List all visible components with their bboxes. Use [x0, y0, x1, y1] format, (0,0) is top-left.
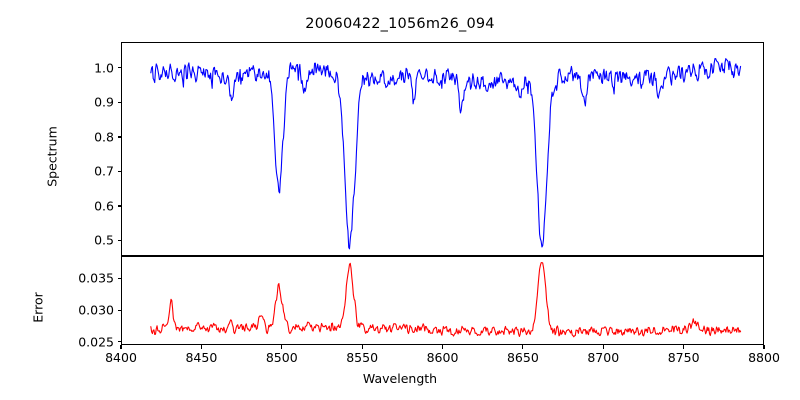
x-tick-mark: [281, 345, 283, 349]
x-tick-label: 8500: [265, 350, 298, 365]
y-tick-mark: [117, 170, 121, 173]
y-tick-label: 0.030: [78, 302, 114, 318]
y-tick-label: 0.8: [94, 129, 114, 145]
x-tick-mark: [763, 345, 765, 349]
x-tick-mark: [200, 345, 202, 349]
x-tick-label: 8700: [587, 350, 620, 365]
figure-title: 20060422_1056m26_094: [305, 16, 495, 32]
y-tick-mark: [117, 136, 121, 138]
x-tick-label: 8600: [426, 350, 459, 365]
spectrum-plot-area: [150, 58, 742, 250]
y-tick-label: 1.0: [94, 60, 114, 76]
y-tick-label: 0.9: [94, 94, 114, 110]
x-tick-mark: [683, 345, 685, 349]
x-tick-label: 8650: [506, 350, 539, 365]
y-tick-label: 0.025: [78, 334, 114, 350]
y-tick-mark: [117, 277, 121, 279]
x-tick-mark: [361, 345, 363, 349]
x-tick-label: 8800: [748, 350, 780, 365]
y-tick-label: 0.5: [94, 232, 114, 248]
error-plot-area: [150, 262, 742, 338]
x-tick-mark: [522, 345, 524, 349]
spectrum-panel: [121, 42, 764, 256]
y-tick-mark: [117, 67, 121, 69]
y-tick-mark: [117, 239, 121, 242]
spectrum-data-line: [150, 58, 742, 250]
x-tick-label: 8400: [105, 350, 137, 365]
y-tick-mark: [117, 341, 121, 343]
x-tick-label: 8750: [667, 350, 700, 365]
y-tick-mark: [117, 205, 121, 207]
x-tick-mark: [602, 345, 604, 349]
x-tick-label: 8550: [346, 350, 379, 365]
error-panel: [121, 256, 764, 345]
y-tick-label: 0.035: [78, 270, 114, 286]
x-axis-label: Wavelength: [362, 371, 438, 386]
y-tick-label: 0.6: [94, 198, 114, 214]
y-tick-mark: [117, 101, 121, 103]
x-tick-label: 8450: [185, 350, 218, 365]
error-data-line: [150, 262, 742, 338]
y-tick-mark: [117, 309, 121, 311]
x-tick-mark: [441, 345, 444, 349]
y-tick-label: 0.7: [94, 163, 114, 179]
x-tick-mark: [120, 345, 122, 349]
